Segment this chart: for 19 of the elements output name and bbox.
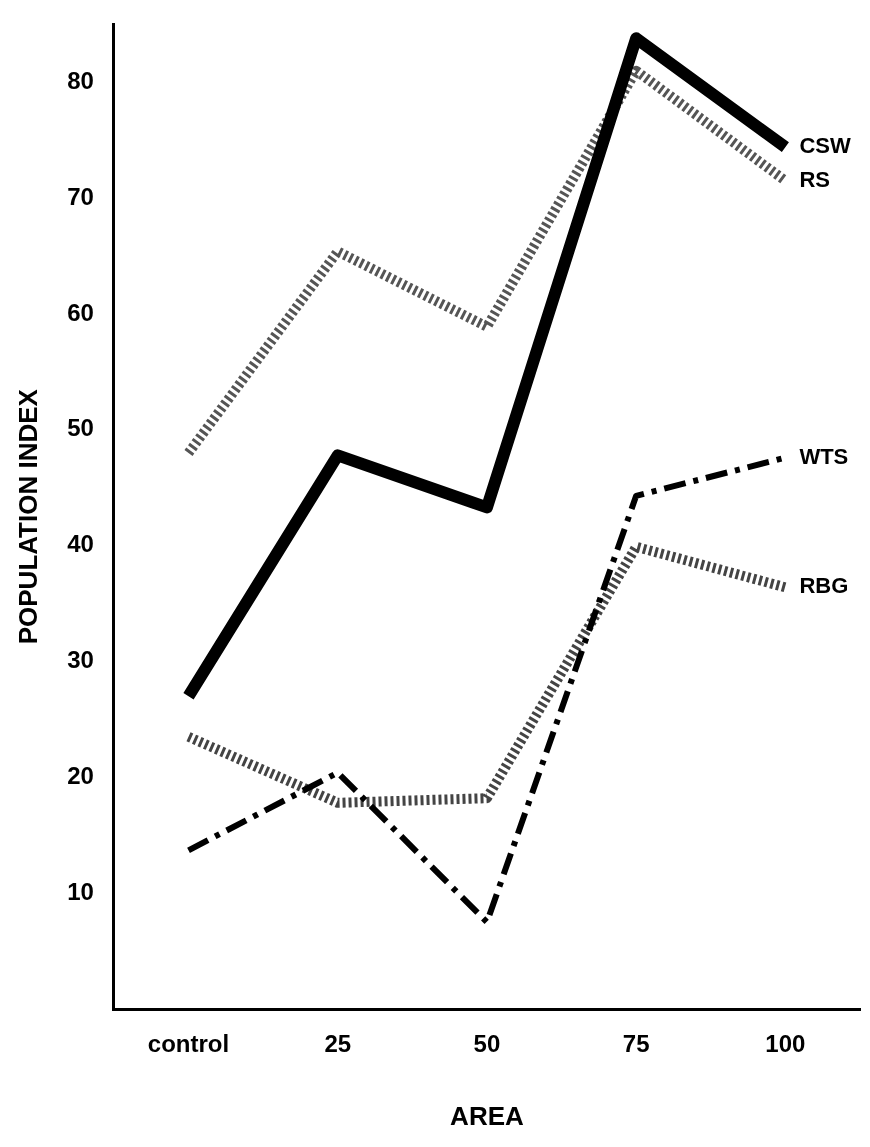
- series-label: RBG: [799, 573, 849, 599]
- y-tick-label: 60: [67, 298, 94, 326]
- y-tick-label: 50: [67, 414, 94, 442]
- series-label: WTS: [799, 443, 849, 469]
- x-tick-label: 50: [473, 1030, 501, 1058]
- x-tick-label: 75: [622, 1030, 650, 1058]
- y-tick-label: 30: [67, 646, 94, 674]
- x-axis-title: AREA: [450, 1100, 525, 1131]
- x-tick-label: control: [147, 1030, 230, 1058]
- y-tick-label: 10: [67, 877, 94, 905]
- series-label: CSW: [799, 133, 851, 159]
- y-tick-label: 40: [67, 530, 94, 558]
- y-tick-label: 70: [67, 182, 94, 210]
- x-tick-label: 25: [324, 1030, 352, 1058]
- y-tick-label: 20: [67, 761, 94, 789]
- y-tick-label: 80: [67, 66, 94, 94]
- series-label: RS: [799, 166, 830, 192]
- x-tick-label: 100: [765, 1030, 806, 1058]
- y-axis-title: POPULATION INDEX: [12, 388, 43, 645]
